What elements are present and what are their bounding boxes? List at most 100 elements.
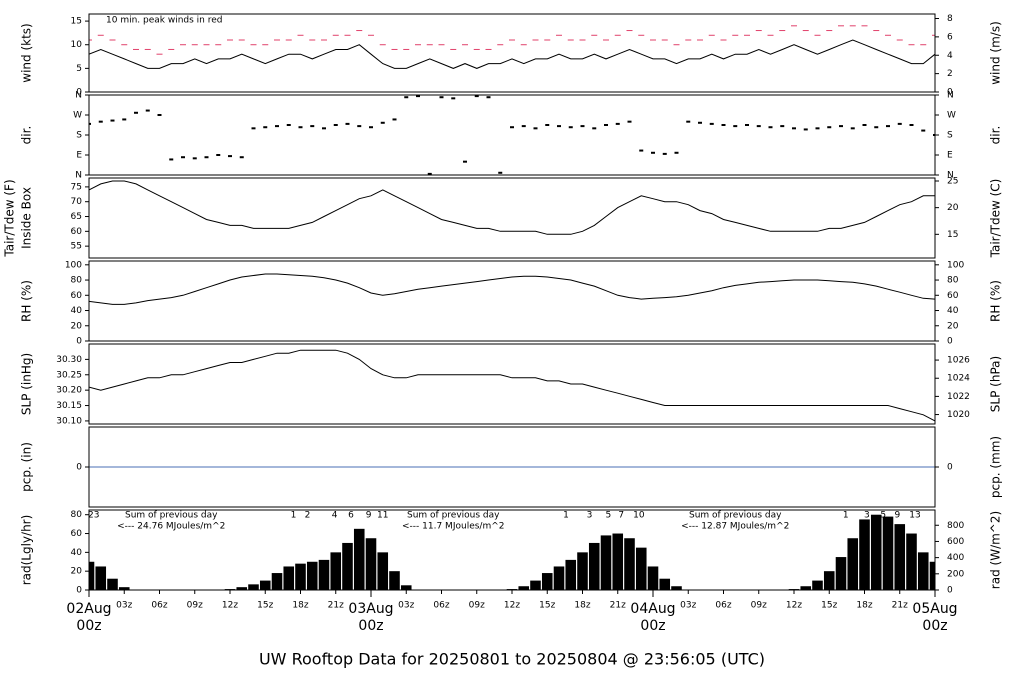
hour-mark: 3 [864,511,870,521]
day-label: 00z [358,618,383,634]
rad-bar [389,571,400,590]
rad-bar [271,573,283,590]
y2-tick-label: 200 [947,569,964,579]
y-tick-label: 30.15 [56,401,82,411]
x-tick-label: 15z [821,601,837,611]
y-tick-label: 5 [76,64,82,74]
rad-bar [859,519,870,590]
dir-point [369,126,373,129]
rad-bar [823,571,835,590]
dir-point [510,126,514,129]
rad-bar [342,542,353,590]
dir-point [380,121,385,124]
rad-bar [306,561,318,590]
y2-tick-label: 4 [947,51,953,61]
x-tick-label: 03z [116,601,132,611]
y2-tick-label: 400 [947,553,964,563]
rad-bar [541,573,553,590]
panel-frame [88,94,936,176]
rad-bar [812,580,823,590]
dir-point [874,126,879,129]
rad-bar [929,561,935,590]
dir-point [310,125,315,128]
dir-point [463,160,467,163]
dir-point [709,122,714,125]
dir-point [639,149,644,152]
y2-tick-label: 0 [947,586,953,596]
y2-tick-label: 600 [947,537,964,547]
dir-point [286,124,291,126]
hour-mark: 6 [348,511,354,521]
dir-point [392,118,397,121]
dir-point [204,156,209,159]
x-tick-label: 21z [892,601,908,611]
x-tick-label: 21z [328,601,344,611]
y-tick-label: 40 [71,548,83,558]
dir-point [662,152,667,155]
dir-point [592,127,597,130]
daily-sum-value: <--- 12.87 MJoules/m^2 [681,522,789,532]
x-tick-label: 18z [292,601,308,611]
dir-point [850,127,855,130]
rad-bar [259,580,271,590]
y-tick-label: N [75,91,82,101]
y2-axis-label: Tair/Tdew (C) [989,179,1003,259]
rad-bar [624,538,635,590]
dir-point [275,125,279,128]
rad-bar [870,514,882,590]
rad-bar [835,557,847,590]
dir-point [216,154,221,156]
rad-bar [295,563,306,590]
rad-bar [353,528,365,590]
dir-point [181,156,185,159]
y2-tick-label: 100 [947,260,964,270]
chart-title: UW Rooftop Data for 20250801 to 20250804… [259,650,765,669]
dir-point [780,125,785,128]
y-tick-label: 30.20 [56,386,82,396]
annotation: 10 min. peak winds in red [106,16,223,26]
dir-point [733,125,738,128]
rad-bar [118,587,130,590]
dir-point [545,124,550,126]
y2-tick-label: 15 [947,230,958,240]
panel-frame [88,177,936,259]
rad-bar [95,566,107,590]
y-tick-label: 70 [71,197,83,207]
y2-axis-label: wind (m/s) [989,21,1003,85]
y-tick-label: 80 [71,276,83,286]
rad-bar [283,566,295,590]
daily-sum-title: Sum of previous day [689,511,782,521]
dir-point [815,127,820,130]
y-tick-label: E [76,151,82,161]
y2-tick-label: E [947,151,953,161]
daily-sum-title: Sum of previous day [125,511,218,521]
hour-mark: 3 [587,511,593,521]
hour-mark: 1 [563,511,569,521]
y2-tick-label: 80 [947,276,959,286]
day-label: 00z [640,618,665,634]
dir-point [357,125,362,128]
hour-mark: 9 [366,511,372,521]
dir-point [322,127,326,130]
rad-bar [89,561,95,590]
hour-mark: 4 [332,511,338,521]
rad-bar [530,580,541,590]
x-tick-label: 03z [680,601,696,611]
y2-tick-label: 0 [947,463,953,473]
y-tick-label: W [73,111,82,121]
y-axis-label: SLP (inHg) [20,353,34,415]
y-axis-label: pcp. (in) [20,442,34,492]
y2-tick-label: N [947,171,954,181]
dir-point [897,122,902,125]
dir-point [416,95,420,98]
y-tick-label: 60 [71,227,83,237]
dir-point [839,125,843,128]
hour-mark: 7 [618,511,624,521]
y-tick-label: 100 [65,260,82,270]
hour-mark: 23 [88,511,99,521]
x-tick-label: 18z [574,601,590,611]
x-tick-label: 15z [257,601,273,611]
y-tick-label: 40 [71,306,83,316]
y-axis-label: dir. [20,126,34,145]
dir-point [486,96,491,99]
